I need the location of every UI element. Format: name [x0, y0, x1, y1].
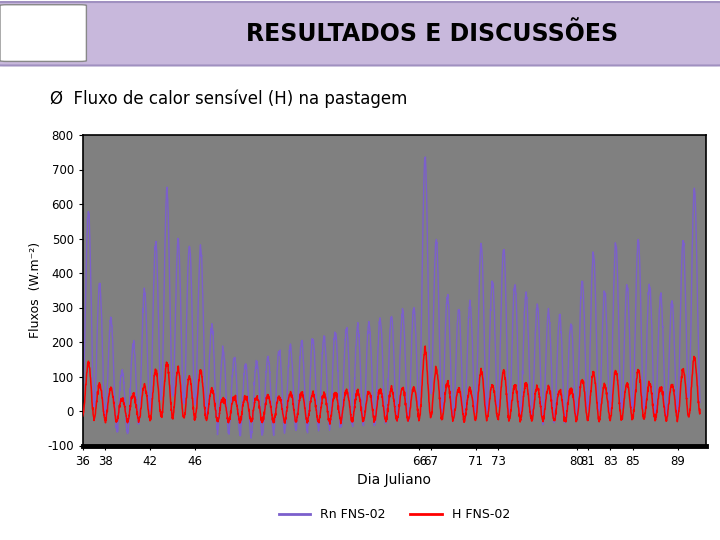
H FNS-02	[696, 406, 704, 413]
H FNS-02	[585, 402, 594, 409]
Line: H FNS-02: H FNS-02	[83, 346, 700, 424]
Rn FNS-02	[585, 368, 594, 374]
H FNS-02	[611, 368, 620, 374]
H FNS-02	[438, 411, 447, 417]
Text: RESULTADOS E DISCUSSÕES: RESULTADOS E DISCUSSÕES	[246, 22, 618, 46]
Rn FNS-02	[96, 288, 104, 294]
Rn FNS-02	[696, 399, 704, 406]
FancyBboxPatch shape	[0, 2, 720, 65]
Rn FNS-02	[438, 401, 447, 408]
H FNS-02	[506, 413, 515, 419]
Y-axis label: Fluxos  (W.m⁻²): Fluxos (W.m⁻²)	[29, 242, 42, 339]
H FNS-02	[96, 382, 104, 389]
Rn FNS-02	[506, 397, 515, 403]
Rn FNS-02	[152, 240, 161, 246]
FancyBboxPatch shape	[0, 5, 86, 62]
Rn FNS-02	[78, 397, 87, 403]
H FNS-02	[325, 421, 334, 427]
X-axis label: Dia Juliano: Dia Juliano	[357, 473, 431, 487]
H FNS-02	[78, 413, 87, 419]
Legend: Rn FNS-02, H FNS-02: Rn FNS-02, H FNS-02	[274, 503, 515, 526]
H FNS-02	[152, 372, 161, 378]
H FNS-02	[421, 343, 430, 349]
Rn FNS-02	[421, 154, 430, 160]
Rn FNS-02	[247, 435, 256, 441]
Line: Rn FNS-02: Rn FNS-02	[83, 157, 700, 438]
Text: Ø  Fluxo de calor sensível (H) na pastagem: Ø Fluxo de calor sensível (H) na pastage…	[50, 89, 408, 107]
Rn FNS-02	[611, 241, 620, 248]
